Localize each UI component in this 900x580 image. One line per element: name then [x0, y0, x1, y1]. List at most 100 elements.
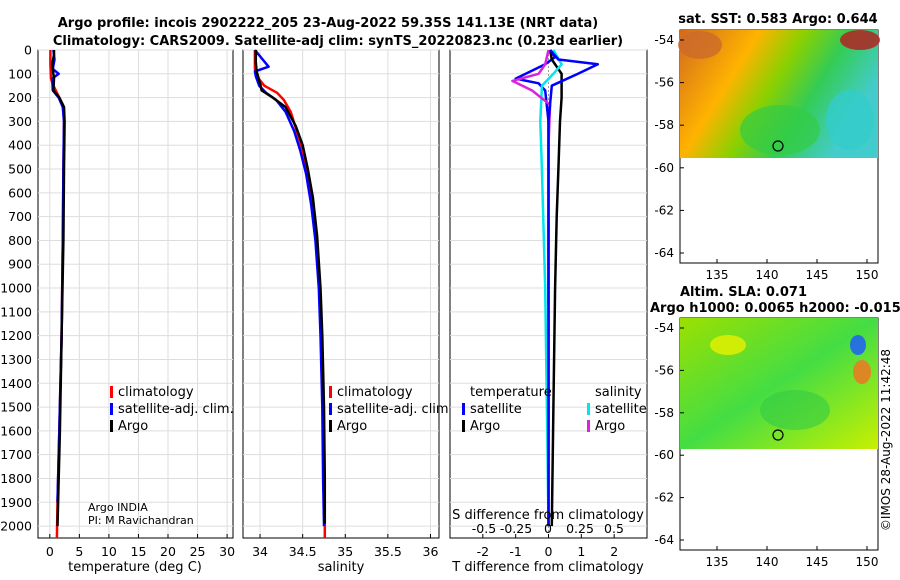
depth-tick-label: 600 [8, 185, 32, 200]
p2-xtick-label: 34 [252, 544, 268, 559]
t-difference-xlabel: T difference from climatology [451, 560, 644, 575]
p2-xtick-label: 35.5 [374, 544, 402, 559]
temperature-legend: climatology satellite-adj. clim. Argo [110, 385, 234, 434]
p3-series-line [547, 49, 600, 527]
p3-xtick-label: -1 [509, 544, 521, 559]
depth-tick-label: 1200 [0, 328, 32, 343]
sla-ytick-label: -56 [654, 363, 674, 377]
p3-xtick-label: 0 [545, 544, 553, 559]
sst-ytick-label: -54 [654, 33, 674, 47]
depth-tick-label: 300 [8, 114, 32, 129]
sla-ytick-label: -54 [654, 321, 674, 335]
sst-cold-patch [826, 90, 874, 150]
depth-tick-label: 700 [8, 209, 32, 224]
sla-xtick-label: 150 [856, 555, 879, 569]
p1-xtick-label: 5 [75, 544, 83, 559]
s-difference-xlabel: S difference from climatology [452, 508, 644, 523]
sla-argo-marker [772, 429, 784, 441]
p1-xtick-label: 0 [46, 544, 54, 559]
sst-ytick-label: -58 [654, 118, 674, 132]
sla-ytick-label: -60 [654, 448, 674, 462]
p1-xtick-label: 10 [101, 544, 117, 559]
sla-xtick-label: 135 [706, 555, 729, 569]
salinity-legend-satellite: satellite-adj. clim. [337, 402, 453, 417]
s-difference-tick-label: 0.5 [604, 521, 624, 536]
depth-tick-label: 1500 [0, 400, 32, 415]
annotation-argo-india: Argo INDIA [88, 501, 148, 514]
p1-xtick-label: 15 [131, 544, 147, 559]
p3-series-line [539, 49, 563, 527]
depth-tick-label: 1600 [0, 423, 32, 438]
depth-tick-label: 1900 [0, 495, 32, 510]
depth-tick-label: 1700 [0, 447, 32, 462]
s-difference-tick-label: 0.25 [566, 521, 594, 536]
sla-ytick-label: -58 [654, 406, 674, 420]
depth-tick-label: 900 [8, 257, 32, 272]
p3-series-line [548, 49, 563, 527]
difference-panel: -2 -1 0 1 2 -0.5 -0.25 0 0.25 0.5 S difference f… [449, 49, 648, 575]
sst-map: sat. SST: 0.583 Argo: 0.644 -54 -56 -58 -60… [654, 12, 880, 282]
depth-tick-label: 1400 [0, 376, 32, 391]
sst-xtick-label: 135 [706, 268, 729, 282]
annotation-pi: PI: M Ravichandran [88, 514, 194, 527]
salinity-legend-climatology: climatology [337, 385, 413, 400]
depth-tick-label: 1300 [0, 352, 32, 367]
s-difference-tick-label: -0.25 [500, 521, 532, 536]
p1-series-line [50, 50, 66, 527]
legend-salinity-argo: Argo [595, 419, 625, 434]
sla-ytick-label: -62 [654, 491, 674, 505]
salinity-xlabel: salinity [318, 560, 365, 575]
sla-low-patch [850, 335, 866, 355]
difference-legend: temperature satellite Argo salinity sate… [462, 385, 647, 434]
depth-tick-label: 1000 [0, 281, 32, 296]
p3-xtick-label: 1 [577, 544, 585, 559]
sla-green-patch [760, 390, 830, 430]
depth-tick-label: 2000 [0, 519, 32, 534]
p2-xtick-label: 36 [423, 544, 439, 559]
sla-xtick-label: 140 [756, 555, 779, 569]
sla-field [680, 318, 878, 449]
sst-xtick-label: 145 [806, 268, 829, 282]
sla-map: Altim. SLA: 0.071 Argo h1000: 0.0065 h20… [650, 285, 900, 569]
sla-ytick-label: -64 [654, 533, 674, 547]
sst-mid-patch [740, 105, 820, 155]
temperature-panel: 0100200300400500600700800900100011001200… [0, 43, 235, 576]
depth-tick-label: 1100 [0, 304, 32, 319]
temperature-xlabel: temperature (deg C) [68, 560, 202, 575]
depth-tick-label: 100 [8, 66, 32, 81]
legend-salinity-satellite: satellite [595, 402, 647, 417]
sst-warm-patch-1 [678, 31, 722, 59]
salinity-legend: climatology satellite-adj. clim. Argo [329, 385, 453, 434]
sla-map-title1: Altim. SLA: 0.071 [680, 285, 807, 300]
p1-xtick-label: 30 [219, 544, 235, 559]
depth-tick-label: 200 [8, 90, 32, 105]
sst-map-title: sat. SST: 0.583 Argo: 0.644 [678, 12, 877, 27]
legend-temperature-argo: Argo [470, 419, 500, 434]
p3-xtick-label: 2 [610, 544, 618, 559]
legend-salinity-header: salinity [595, 385, 642, 400]
sla-map-title2: Argo h1000: 0.0065 h2000: -0.015 [650, 301, 900, 316]
sla-xtick-label: 145 [806, 555, 829, 569]
legend-temperature-satellite: satellite [470, 402, 522, 417]
p2-xtick-label: 35 [337, 544, 353, 559]
sla-high-patch [710, 335, 746, 355]
salinity-panel: 34 34.5 35 35.5 36 salinity climatology sate… [242, 49, 453, 575]
p1-xtick-label: 25 [190, 544, 206, 559]
depth-tick-label: 400 [8, 138, 32, 153]
depth-tick-label: 500 [8, 162, 32, 177]
title-line2: Climatology: CARS2009. Satellite-adj cli… [53, 34, 623, 49]
p1-xtick-label: 20 [160, 544, 176, 559]
salinity-legend-argo: Argo [337, 419, 367, 434]
credit: ©IMOS 28-Aug-2022 11:42:48 [879, 349, 893, 531]
p2-series-line [253, 49, 326, 527]
sst-warm-patch-2 [840, 30, 880, 50]
s-difference-tick-label: 0 [544, 521, 552, 536]
s-difference-tick-label: -0.5 [472, 521, 496, 536]
p2-xtick-label: 34.5 [289, 544, 317, 559]
sst-ytick-label: -60 [654, 161, 674, 175]
p3-xtick-label: -2 [477, 544, 489, 559]
sst-ytick-label: -56 [654, 76, 674, 90]
p2-series-line [254, 50, 327, 524]
temperature-legend-satellite: satellite-adj. clim. [118, 402, 234, 417]
